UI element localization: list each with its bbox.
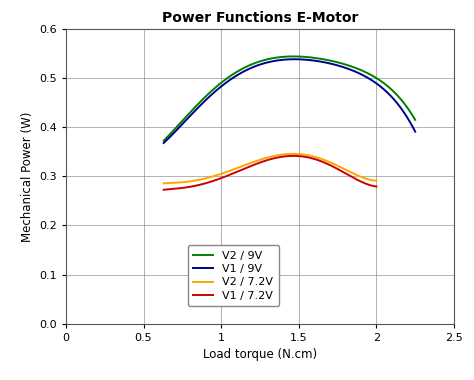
V1 / 9V [292, 57, 298, 62]
V2 / 9V [343, 62, 349, 67]
V1 / 9V [161, 141, 166, 145]
V2 / 9V [344, 63, 350, 67]
V1 / 9V [343, 66, 349, 70]
V1 / 7.2V [374, 184, 379, 189]
V1 / 7.2V [291, 154, 296, 158]
Y-axis label: Mechanical Power (W): Mechanical Power (W) [20, 111, 34, 242]
V1 / 9V [319, 60, 325, 64]
V1 / 7.2V [186, 185, 192, 189]
V1 / 7.2V [245, 165, 251, 169]
V1 / 7.2V [316, 158, 322, 163]
X-axis label: Load torque (N.cm): Load torque (N.cm) [203, 348, 317, 361]
V2 / 9V [291, 54, 296, 59]
V2 / 7.2V [316, 156, 322, 160]
Line: V2 / 7.2V: V2 / 7.2V [164, 154, 376, 183]
V1 / 7.2V [161, 187, 166, 192]
V1 / 9V [243, 68, 248, 73]
V2 / 7.2V [186, 179, 192, 184]
V2 / 9V [319, 57, 325, 62]
V2 / 7.2V [315, 155, 320, 160]
V2 / 7.2V [295, 152, 301, 156]
Line: V2 / 9V: V2 / 9V [164, 56, 415, 141]
Title: Power Functions E-Motor: Power Functions E-Motor [162, 11, 358, 25]
V1 / 7.2V [315, 158, 320, 162]
V1 / 9V [344, 66, 350, 71]
V2 / 9V [161, 138, 166, 143]
V1 / 9V [412, 129, 418, 134]
Line: V1 / 7.2V: V1 / 7.2V [164, 156, 376, 190]
V2 / 7.2V [245, 162, 251, 166]
V1 / 9V [191, 109, 197, 114]
Legend: V2 / 9V, V1 / 9V, V2 / 7.2V, V1 / 7.2V: V2 / 9V, V1 / 9V, V2 / 7.2V, V1 / 7.2V [188, 245, 279, 306]
V2 / 9V [191, 106, 197, 111]
V2 / 9V [243, 65, 248, 70]
V2 / 7.2V [291, 152, 296, 156]
V1 / 7.2V [295, 154, 301, 158]
V2 / 7.2V [374, 179, 379, 183]
V1 / 9V [261, 61, 266, 66]
V2 / 7.2V [161, 181, 166, 185]
V1 / 7.2V [230, 171, 236, 176]
Line: V1 / 9V: V1 / 9V [164, 59, 415, 143]
V2 / 9V [412, 117, 418, 122]
V2 / 9V [261, 58, 266, 63]
V2 / 7.2V [230, 167, 236, 172]
